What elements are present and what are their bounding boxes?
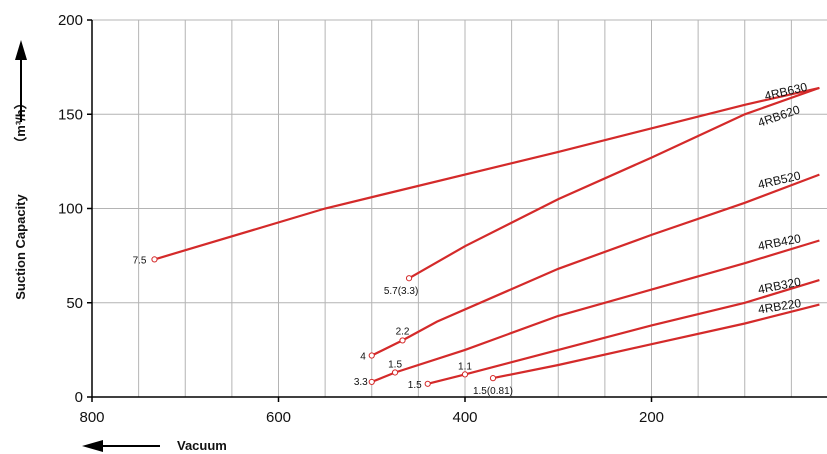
start-point-label: 7.5 xyxy=(133,255,147,266)
grid xyxy=(92,19,827,397)
x-axis-title: Vacuum xyxy=(177,438,227,453)
series-label-4RB420: 4RB420 xyxy=(757,231,803,253)
x-tick-label: 400 xyxy=(452,409,477,426)
start-point-label: 1.5(0.81) xyxy=(473,386,513,397)
mid-point-marker xyxy=(461,371,469,378)
start-point-label: 4 xyxy=(360,352,366,363)
x-tick-label: 600 xyxy=(266,409,291,426)
labels: 7.54RB6305.7(3.3)4RB62042.24RB5203.31.54… xyxy=(133,80,809,397)
y-tick-label: 150 xyxy=(58,106,83,123)
series-line-4RB520 xyxy=(371,173,820,357)
series-lines xyxy=(151,86,820,387)
y-tick-label: 50 xyxy=(66,295,83,312)
x-arrow-icon xyxy=(82,440,160,452)
mid-point-label: 1.5 xyxy=(388,359,402,370)
y-tick-label: 200 xyxy=(58,12,83,29)
x-tick-label: 800 xyxy=(79,409,104,426)
series-line-4RB620 xyxy=(408,86,820,280)
start-point-label: 5.7(3.3) xyxy=(384,286,418,297)
start-point-marker xyxy=(368,352,375,359)
start-point-marker xyxy=(424,380,431,387)
axes: 0 50 100 150 200 800 600 400 200 xyxy=(58,12,827,426)
x-tick-label: 200 xyxy=(639,409,664,426)
series-label-4RB620: 4RB620 xyxy=(756,102,802,129)
y-tick-label: 100 xyxy=(58,201,83,218)
mid-point-label: 1.1 xyxy=(458,361,472,372)
series-label-4RB520: 4RB520 xyxy=(757,168,803,191)
start-point-marker xyxy=(368,378,375,386)
series-line-4RB630 xyxy=(154,86,820,261)
mid-point-label: 2.2 xyxy=(396,326,410,337)
y-axis-title: Suction Capacity xyxy=(13,193,28,299)
mid-point-marker xyxy=(399,337,406,344)
mid-point-marker xyxy=(391,369,399,376)
start-point-label: 3.3 xyxy=(354,377,368,388)
y-arrow-icon xyxy=(15,40,27,122)
start-point-marker xyxy=(151,256,158,263)
series-line-4RB220 xyxy=(492,303,820,380)
series-line-4RB320 xyxy=(427,279,820,385)
start-point-label: 1.5 xyxy=(408,380,422,391)
y-tick-label: 0 xyxy=(75,389,83,406)
start-point-marker xyxy=(405,275,413,282)
y-axis-unit: （m³/h） xyxy=(13,96,28,149)
start-point-marker xyxy=(489,375,497,382)
series-label-4RB220: 4RB220 xyxy=(757,296,802,317)
